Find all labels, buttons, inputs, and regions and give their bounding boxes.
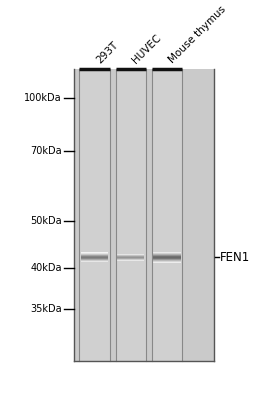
Text: Mouse thymus: Mouse thymus: [167, 4, 228, 65]
Text: 40kDa: 40kDa: [30, 263, 62, 273]
Text: 293T: 293T: [94, 39, 120, 65]
FancyBboxPatch shape: [152, 68, 182, 361]
Text: 100kDa: 100kDa: [24, 93, 62, 103]
Text: 50kDa: 50kDa: [30, 216, 62, 226]
FancyBboxPatch shape: [116, 68, 146, 361]
FancyBboxPatch shape: [79, 68, 110, 361]
Text: HUVEC: HUVEC: [131, 32, 164, 65]
Text: 70kDa: 70kDa: [30, 146, 62, 156]
FancyBboxPatch shape: [74, 68, 214, 361]
Text: 35kDa: 35kDa: [30, 304, 62, 314]
Text: FEN1: FEN1: [220, 251, 250, 264]
